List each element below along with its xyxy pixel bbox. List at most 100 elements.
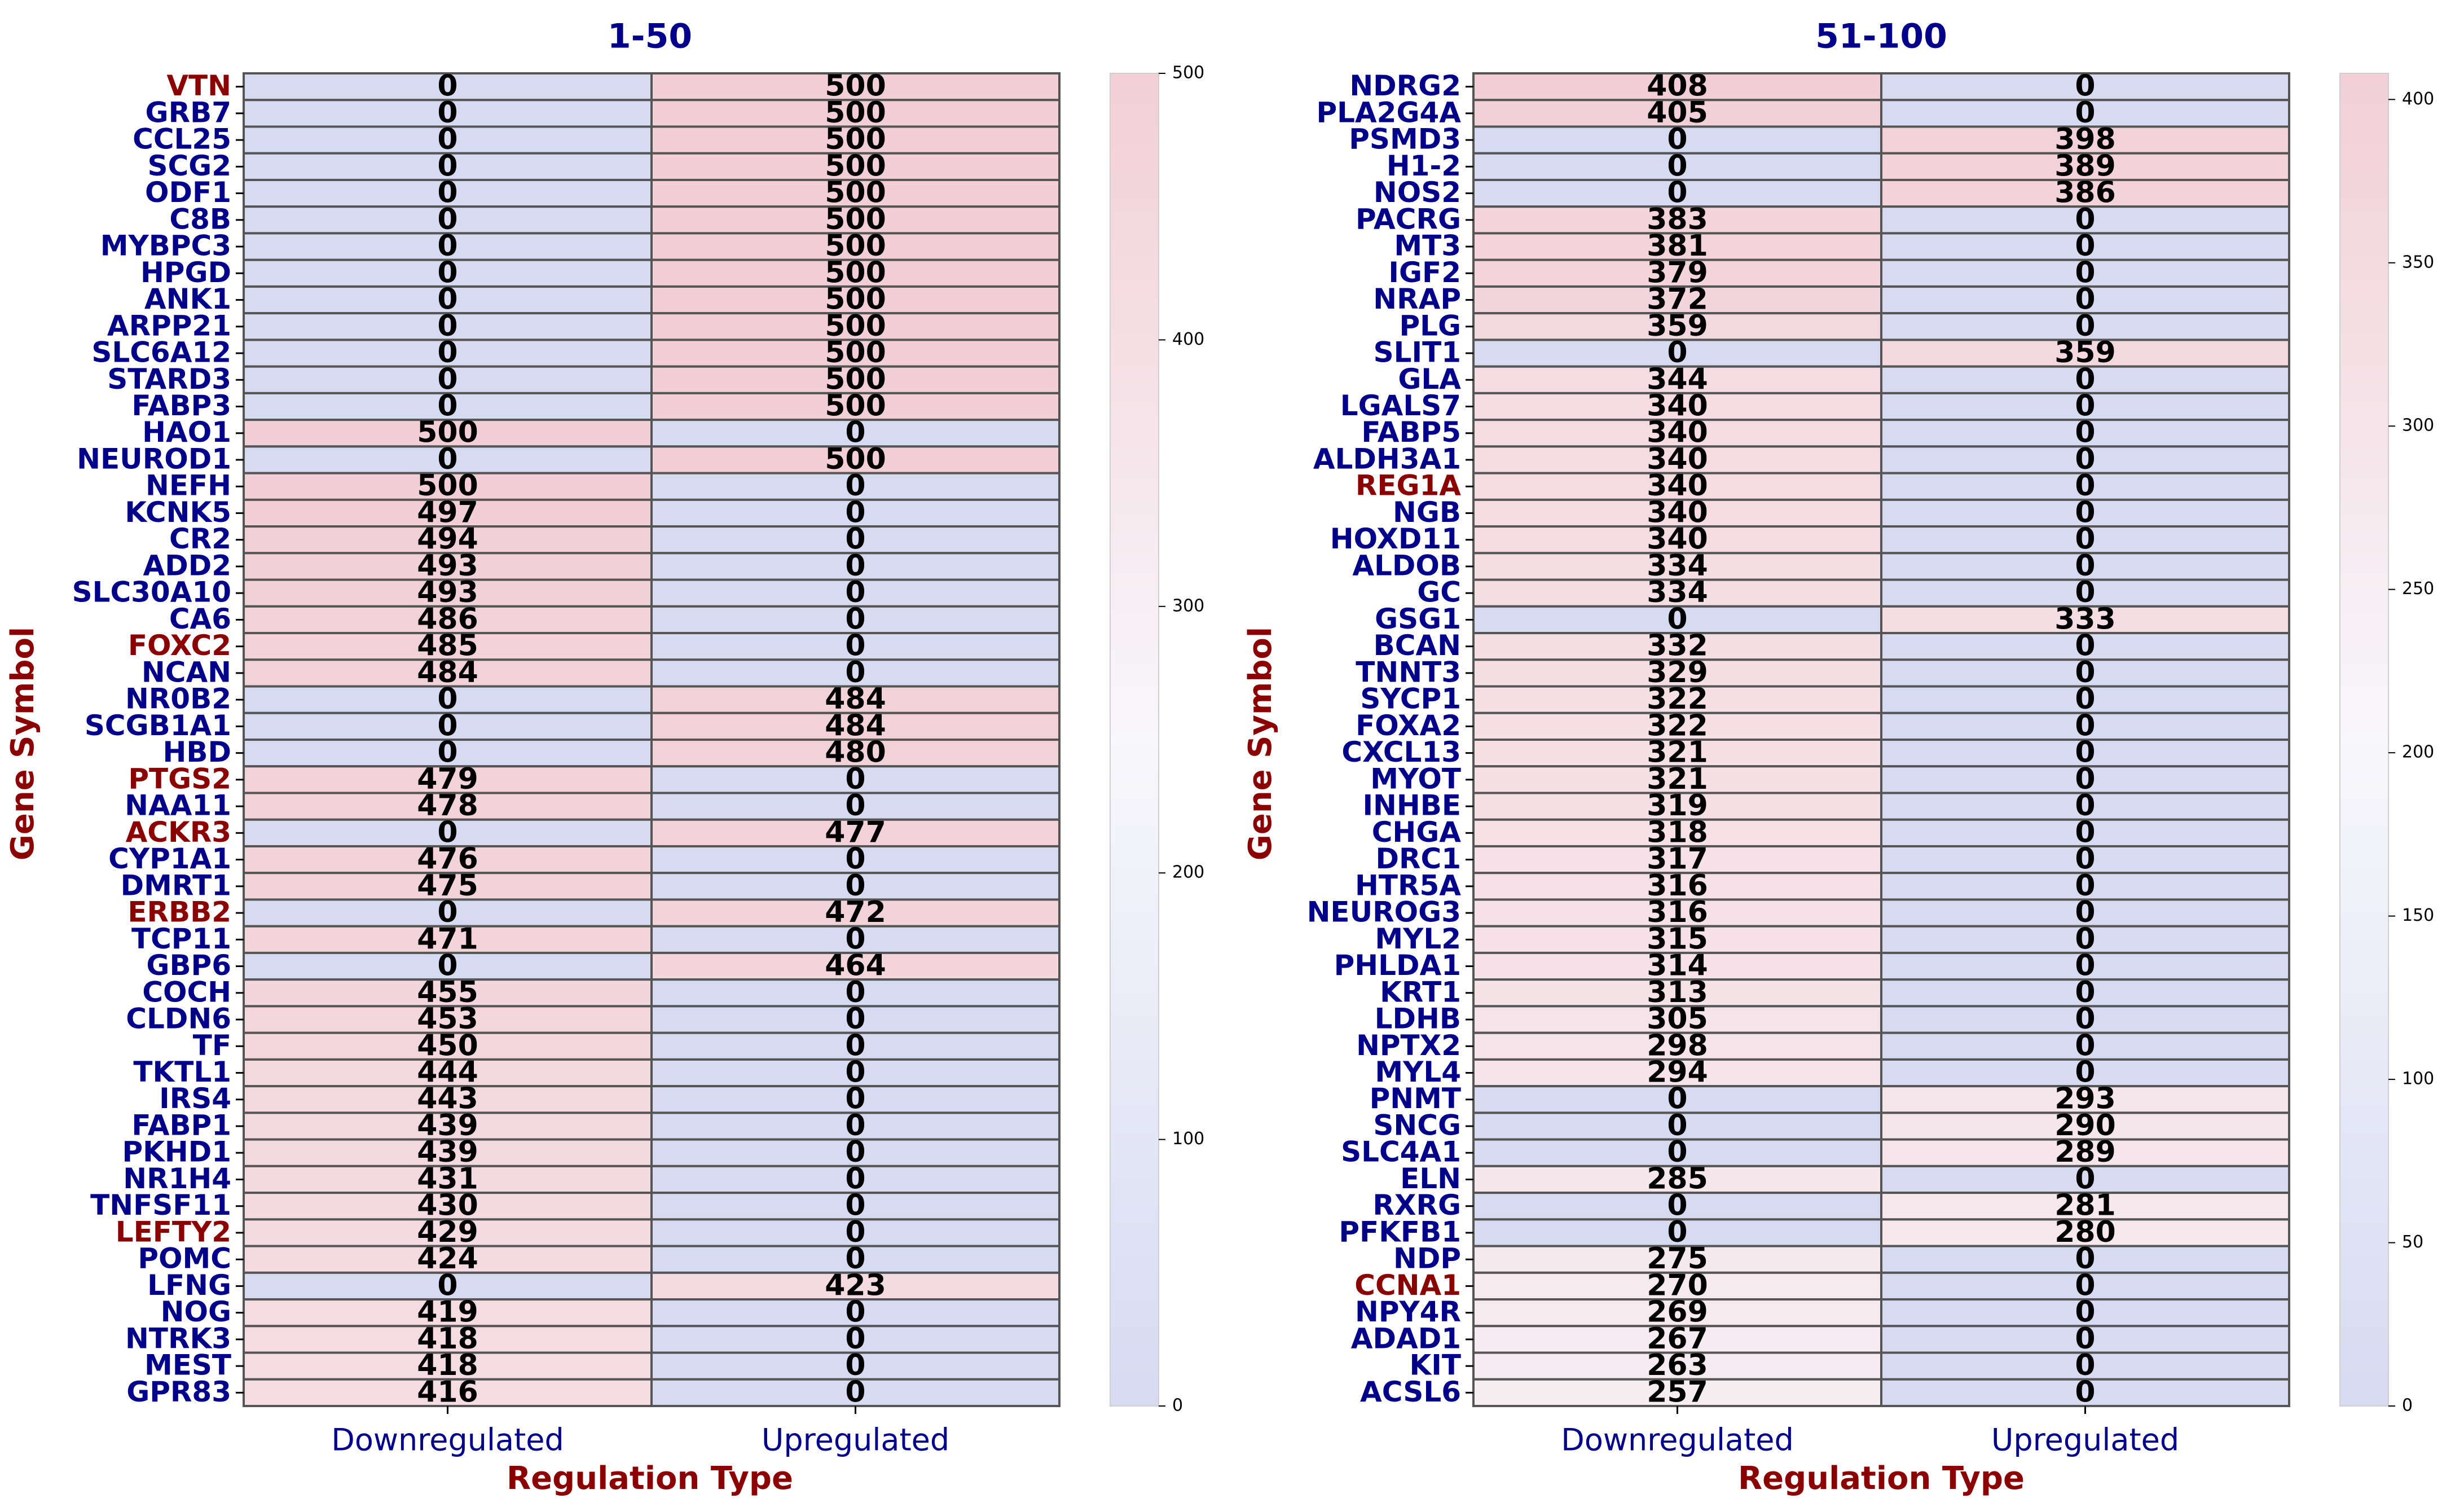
heatmap-cell: [243, 525, 653, 555]
cell-value-label: 430: [417, 1189, 478, 1223]
cell-value-label: 0: [2075, 842, 2095, 876]
colorbar-segment: [1110, 499, 1159, 507]
gene-symbol-label: LDHB: [1375, 1003, 1461, 1035]
colorbar-segment: [2340, 219, 2388, 227]
colorbar-tick-label: 400: [1172, 329, 1204, 349]
colorbar-segment: [2340, 1346, 2388, 1354]
heatmap-cell: [1880, 1005, 2290, 1034]
gene-symbol-label: TKTL1: [133, 1056, 231, 1088]
gene-symbol-label: SCG2: [147, 150, 231, 182]
colorbar-segment: [1110, 1046, 1159, 1053]
colorbar-segment: [1110, 939, 1159, 947]
colorbar-segment: [2340, 1186, 2388, 1193]
colorbar-segment: [1110, 326, 1159, 334]
colorbar-segment: [2340, 359, 2388, 367]
heatmap-cell: [650, 205, 1061, 235]
colorbar-segment: [2340, 1259, 2388, 1267]
cell-value-label: 0: [2075, 575, 2095, 609]
colorbar-segment: [2340, 466, 2388, 474]
colorbar-segment: [1110, 893, 1159, 900]
colorbar-segment: [1110, 799, 1159, 807]
cell-value-label: 500: [825, 203, 886, 236]
colorbar-segment: [2340, 1113, 2388, 1120]
cell-value-label: 0: [1667, 1135, 1687, 1169]
colorbar-segment: [2340, 73, 2388, 81]
heatmap-cell: [1880, 898, 2290, 928]
heatmap-cell: [1880, 72, 2290, 102]
colorbar-segment: [1110, 1366, 1159, 1373]
cell-value-label: 263: [1647, 1348, 1708, 1382]
gene-symbol-label: LEFTY2: [116, 1215, 231, 1248]
colorbar-segment: [2340, 380, 2388, 387]
colorbar-frame: [1110, 73, 1159, 1407]
gene-symbol-label: CYP1A1: [108, 842, 231, 875]
cell-value-label: 269: [1647, 1295, 1708, 1329]
colorbar-segment: [1110, 1259, 1159, 1267]
gene-symbol-label: TNFSF11: [90, 1189, 231, 1222]
gene-symbol-label: NPY4R: [1355, 1295, 1461, 1328]
colorbar-segment: [2340, 306, 2388, 314]
colorbar-segment: [1110, 539, 1159, 547]
colorbar-segment: [2340, 753, 2388, 761]
cell-value-label: 0: [2075, 1029, 2095, 1062]
cell-value-label: 0: [2075, 1162, 2095, 1196]
cell-value-label: 478: [417, 789, 478, 823]
colorbar-segment: [2340, 1046, 2388, 1053]
cell-value-label: 485: [417, 629, 478, 663]
colorbar-segment: [1110, 812, 1159, 820]
heatmap-cell: [1880, 1378, 2290, 1408]
colorbar-segment: [1110, 746, 1159, 754]
heatmap-cell: [650, 658, 1061, 688]
cell-value-label: 0: [2075, 869, 2095, 903]
cell-value-label: 0: [2075, 469, 2095, 503]
cell-value-label: 257: [1647, 1375, 1708, 1409]
colorbar-segment: [1110, 133, 1159, 140]
cell-value-label: 500: [825, 176, 886, 210]
colorbar-segment: [2340, 126, 2388, 134]
colorbar-segment: [1110, 679, 1159, 687]
colorbar-segment: [2340, 1299, 2388, 1307]
gene-symbol-label: NCAN: [142, 656, 231, 688]
cell-value-label: 344: [1647, 362, 1708, 396]
heatmap-cell: [650, 978, 1061, 1008]
heatmap-cell: [1880, 658, 2290, 688]
cell-value-label: 275: [1647, 1242, 1708, 1276]
heatmap-cell: [1880, 1031, 2290, 1061]
colorbar-tick-label: 200: [1172, 863, 1204, 882]
colorbar-segment: [2340, 1159, 2388, 1167]
gene-symbol-label: MYOT: [1370, 762, 1461, 795]
colorbar-segment: [1110, 440, 1159, 447]
gene-symbol-label: NGB: [1393, 496, 1461, 529]
colorbar-segment: [2340, 626, 2388, 634]
colorbar-segment: [1110, 726, 1159, 733]
cell-value-label: 444: [417, 1056, 478, 1089]
colorbar-segment: [2340, 999, 2388, 1007]
heatmap-cell: [1880, 1058, 2290, 1088]
cell-value-label: 0: [845, 869, 865, 903]
colorbar-segment: [1110, 1013, 1159, 1020]
cell-value-label: 294: [1647, 1056, 1708, 1089]
heatmap-cell: [650, 1245, 1061, 1274]
colorbar-tick-label: 50: [2402, 1232, 2423, 1252]
colorbar-segment: [1110, 266, 1159, 274]
cell-value-label: 464: [825, 949, 886, 983]
cell-value-label: 0: [845, 1215, 865, 1249]
colorbar-segment: [1110, 233, 1159, 240]
colorbar-segment: [1110, 1073, 1159, 1080]
gene-symbol-label: RXRG: [1372, 1189, 1461, 1222]
x-axis-title: Regulation Type: [507, 1460, 793, 1497]
cell-value-label: 500: [825, 309, 886, 343]
colorbar-segment: [2340, 859, 2388, 867]
colorbar-segment: [2340, 693, 2388, 700]
gene-symbol-label: PKHD1: [122, 1136, 231, 1168]
colorbar-segment: [1110, 386, 1159, 394]
colorbar-segment: [2340, 759, 2388, 767]
cell-value-label: 372: [1647, 283, 1708, 317]
colorbar-segment: [2340, 1099, 2388, 1107]
cell-value-label: 289: [2054, 1135, 2116, 1169]
colorbar-segment: [2340, 393, 2388, 401]
colorbar-segment: [1110, 1212, 1159, 1220]
heatmap-cell: [243, 312, 653, 341]
colorbar-segment: [1110, 1020, 1159, 1027]
heatmap-cell: [650, 1138, 1061, 1167]
